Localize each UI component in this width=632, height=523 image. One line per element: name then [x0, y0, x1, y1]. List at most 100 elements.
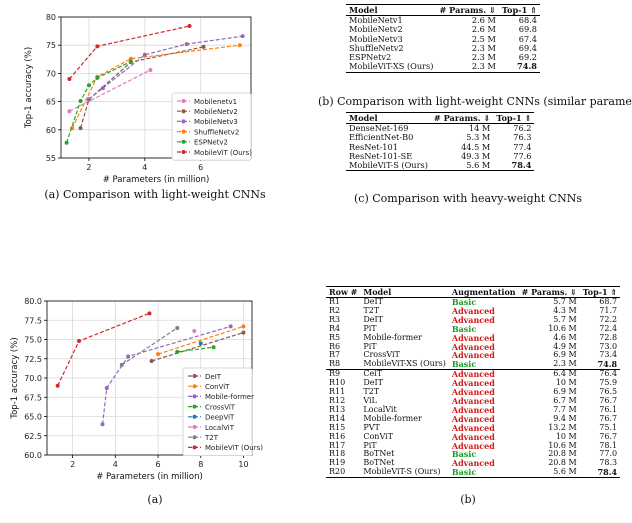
model-cell: Mobile-former [363, 413, 422, 423]
table-row: R15 PVT Advanced 13.2 M 75.1 [326, 422, 620, 433]
x-tick-label: 4 [113, 460, 118, 469]
table-row: R19 BoTNet Advanced 20.8 M 78.3 [326, 458, 620, 468]
y-tick-label: 75.0 [24, 336, 42, 345]
data-point-mobilevit-ours [77, 339, 82, 344]
header-top1: Top-1 ⇑ [493, 112, 535, 124]
augmentation-cell: Advanced [451, 387, 495, 398]
row-id-cell: R2 [329, 305, 341, 315]
top1-cell: 76.7 [599, 395, 618, 405]
model-cell: BoTNet [363, 449, 395, 459]
table-row: R12 ViL Advanced 6.7 M 76.7 [326, 395, 620, 406]
data-point-mobilenetv3 [142, 52, 147, 57]
data-point-deit [241, 330, 246, 335]
caption-a-bottom: (a) [147, 493, 163, 506]
series-line-mobilenetv2 [79, 46, 204, 129]
model-cell: PVT [363, 422, 380, 432]
data-point-mobile-former [100, 422, 105, 427]
y-tick-label: 67.5 [24, 393, 42, 402]
params-cell: 7.7 M [553, 404, 577, 414]
augmentation-cell: Advanced [451, 440, 495, 451]
params-cell: 6.9 M [553, 350, 577, 360]
chart-vit-comparison: 2 4 6 8 10 60.0 62.5 65.0 67.5 70.0 72.5 75.0 77.5 80… [10, 297, 263, 482]
augmentation-cell: Basic [451, 449, 477, 460]
table-row: MobileNetv3 2.5 M 67.4 [346, 34, 540, 44]
table-row: R14 Mobile-former Advanced 9.4 M 76.7 [326, 413, 620, 424]
model-cell: DeIT [363, 378, 384, 388]
legend-label-deit: DeIT [205, 373, 222, 381]
header-model: Model [346, 112, 431, 124]
params-cell: 10 M [555, 378, 577, 388]
y-tick-label: 80 [46, 13, 56, 22]
legend-marker-mobilenetv3 [181, 119, 186, 124]
model-cell: MobileNetv1 [349, 15, 403, 25]
params-cell: 2.6 M [471, 24, 496, 35]
legend-marker-convit [192, 384, 197, 389]
params-cell: 49.3 M [461, 150, 491, 161]
table-row: R1 DeIT Basic 5.7 M 68.7 [326, 297, 620, 307]
table-row: R18 BoTNet Basic 20.8 M 77.0 [326, 450, 620, 459]
params-cell: 4.9 M [553, 341, 577, 351]
model-cell: T2T [363, 305, 380, 315]
model-cell: EfficientNet-B0 [349, 132, 414, 143]
top1-cell: 73.0 [599, 341, 618, 351]
data-point-mobilenetv3 [184, 42, 189, 47]
model-cell: CeiT [360, 369, 449, 380]
header-augmentation: Augmentation [448, 286, 519, 298]
y-tick-label: 60.0 [24, 451, 42, 460]
params-cell: 4.3 M [553, 305, 577, 315]
row-id-cell: R20 [326, 467, 361, 479]
model-cell: BoTNet [363, 458, 395, 468]
y-axis-label: Top-1 accuracy (%) [24, 47, 34, 129]
legend-box [171, 92, 252, 161]
top1-cell: 75.1 [599, 422, 618, 432]
series-line-mobilevit-ours [68, 25, 190, 80]
table-row: ESPNetv2 2.3 M 69.2 [346, 52, 540, 62]
row-id-cell: R14 [329, 413, 346, 423]
data-point-convit [156, 352, 161, 357]
model-cell: MobileViT-XS (Ours) [363, 359, 446, 369]
augmentation-cell: Advanced [451, 395, 495, 406]
legend-label-localvit: LocalViT [205, 424, 235, 432]
row-id-cell: R17 [329, 440, 346, 450]
row-id-cell: R15 [329, 422, 346, 432]
legend-label-convit: ConViT [205, 383, 230, 391]
caption-b-bottom: (b) [460, 493, 476, 506]
row-id-cell: R13 [329, 404, 346, 414]
top1-cell: 76.5 [599, 387, 618, 397]
table-row: DenseNet-169 14 M 76.2 [346, 123, 534, 134]
top1-cell: 78.4 [493, 161, 535, 172]
row-id-cell: R8 [329, 359, 341, 369]
top1-cell: 78.4 [579, 468, 621, 479]
table-vit-comparison: Row # Model Augmentation # Params. ⇓ Top… [326, 286, 621, 479]
top1-cell: 77.4 [513, 141, 532, 152]
row-id-cell: R7 [329, 350, 341, 360]
table-row: ResNet-101-SE 49.3 M 77.6 [346, 150, 534, 161]
model-cell: T2T [363, 387, 380, 397]
data-point-mobilenetv2 [78, 126, 83, 131]
data-point-mobilevit-ours [55, 383, 60, 388]
top1-cell: 76.3 [513, 132, 532, 143]
model-cell: DenseNet-169 [349, 123, 409, 133]
augmentation-cell: Advanced [451, 422, 495, 433]
data-point-mobile-former [126, 354, 131, 359]
legend-label-t2t: T2T [204, 434, 219, 442]
data-point-mobilevit-ours [95, 44, 100, 49]
model-cell: MobileNetv2 [349, 24, 403, 35]
top1-cell: 71.7 [599, 305, 618, 315]
top1-cell: 77.0 [599, 449, 618, 459]
top1-cell: 76.4 [579, 369, 621, 380]
y-tick-label: 70.0 [24, 374, 42, 383]
y-tick-label: 70 [46, 69, 56, 78]
row-id-cell: R9 [326, 369, 361, 380]
series-line-mobile-former [101, 325, 231, 425]
table-heavy-weight-cnns: Model # Params. ⇓ Top-1 ⇑ DenseNet-169 14… [346, 112, 535, 172]
params-cell: 2.3 M [471, 42, 496, 53]
table-row: R17 PiT Advanced 10.6 M 78.1 [326, 440, 620, 451]
data-point-mobilevit-ours [147, 311, 152, 316]
header-top1: Top-1 ⇑ [498, 4, 540, 16]
plot-frame [60, 16, 252, 159]
y-tick-label: 65.0 [24, 413, 42, 422]
params-cell: 4.6 M [553, 332, 577, 342]
table-row: MobileNetv2 2.6 M 69.8 [346, 24, 540, 35]
x-tick-label: 2 [70, 460, 75, 469]
